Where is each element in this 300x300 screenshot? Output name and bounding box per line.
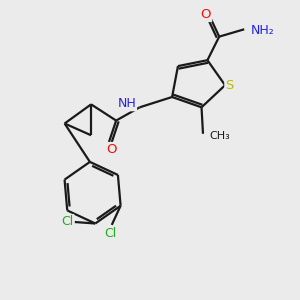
- Text: O: O: [106, 143, 117, 156]
- Text: Cl: Cl: [104, 227, 116, 240]
- Text: S: S: [225, 79, 234, 92]
- Text: O: O: [201, 8, 211, 21]
- Text: Cl: Cl: [61, 215, 74, 228]
- Text: NH: NH: [117, 97, 136, 110]
- Text: NH₂: NH₂: [251, 24, 274, 37]
- Text: CH₃: CH₃: [209, 131, 230, 141]
